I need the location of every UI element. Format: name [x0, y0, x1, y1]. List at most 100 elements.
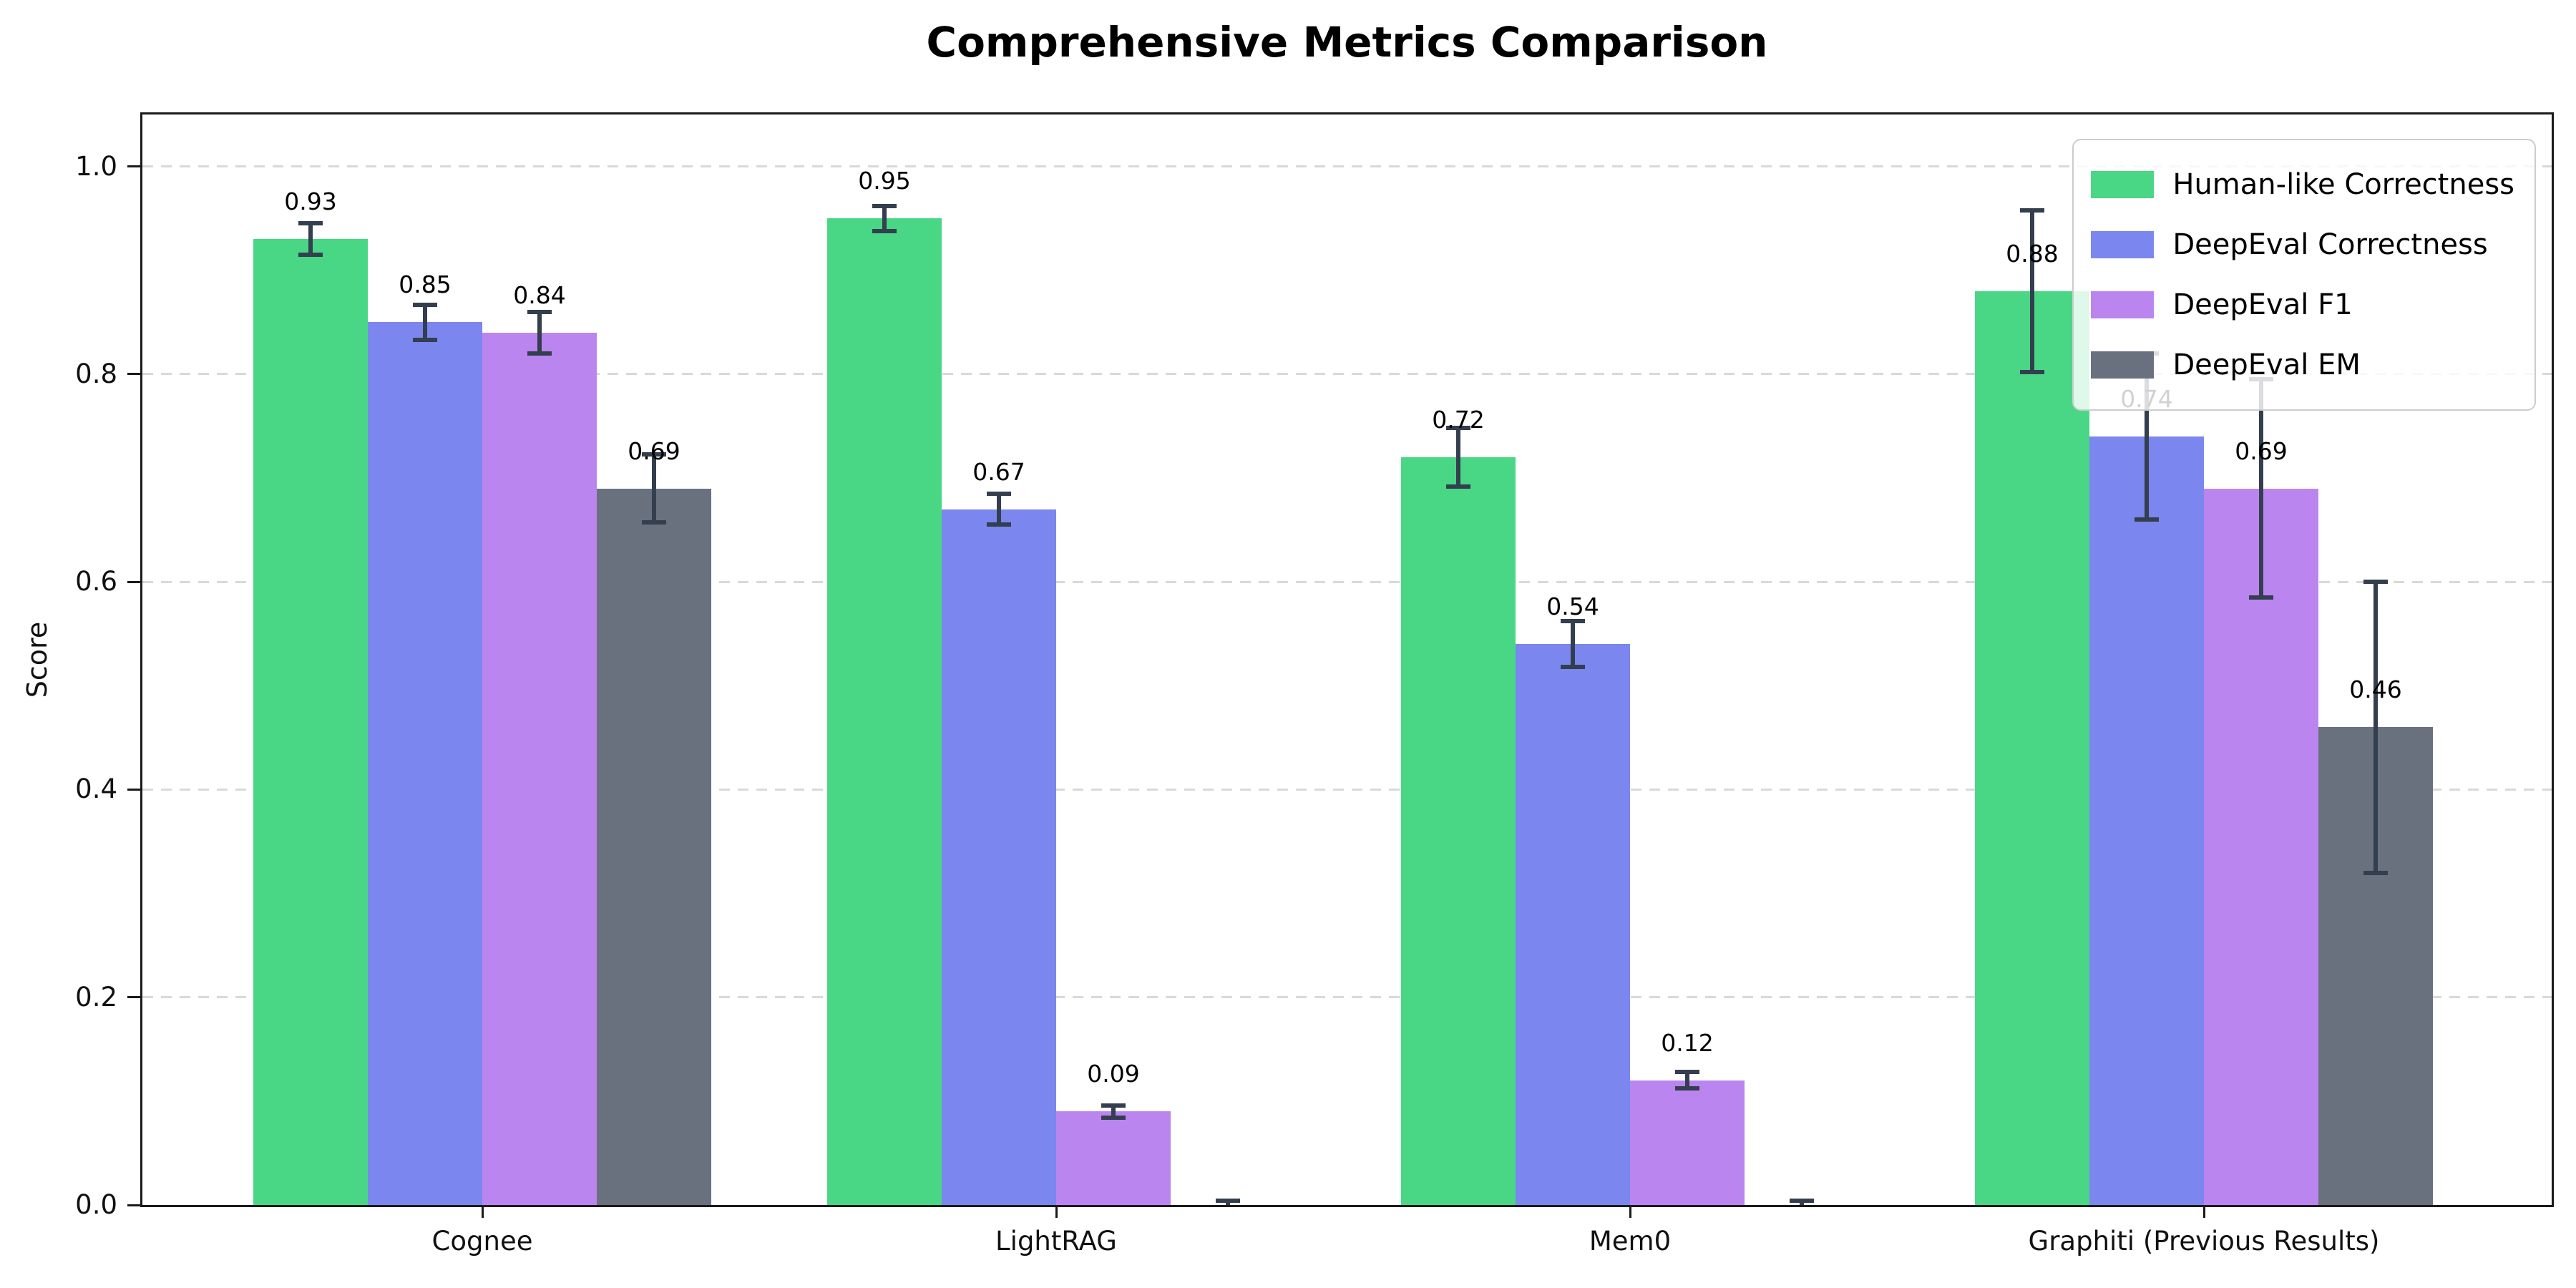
bar-value-label: 0.67: [972, 457, 1025, 486]
bar-value-label: 0.85: [399, 270, 452, 299]
y-tick-mark: [127, 580, 140, 583]
error-bar-cap-top: [413, 302, 437, 307]
bar-value-label: 0.69: [2235, 436, 2288, 465]
y-tick-mark: [127, 996, 140, 999]
error-bar-cap-bottom: [2020, 369, 2044, 374]
bar-value-label: 0.93: [284, 187, 337, 216]
error-bar-line: [2145, 353, 2149, 520]
y-tick-mark: [127, 373, 140, 376]
x-tick-mark: [481, 1205, 484, 1218]
bar: [1516, 644, 1630, 1205]
bar: [597, 488, 711, 1205]
error-bar-line: [882, 205, 887, 231]
bar-value-label: 0.95: [858, 167, 911, 195]
bar: [942, 509, 1056, 1205]
error-bar-cap-bottom: [1101, 1116, 1126, 1121]
error-bar-cap-top: [2363, 580, 2388, 585]
error-bar-line: [2373, 582, 2378, 873]
legend-item: DeepEval F1: [2091, 275, 2514, 335]
gridline: [142, 580, 2552, 583]
error-bar-line: [537, 311, 542, 353]
gridline: [142, 373, 2552, 376]
error-bar-cap-bottom: [872, 228, 897, 233]
bar-value-label: 0.54: [1546, 592, 1599, 621]
error-bar-line: [1111, 1105, 1116, 1118]
error-bar-line: [308, 223, 313, 255]
error-bar-line: [1456, 428, 1460, 487]
error-bar-cap-bottom: [298, 252, 323, 257]
bar-value-label: 0.84: [513, 280, 566, 309]
y-tick-label: 0.2: [75, 981, 117, 1013]
y-tick-label: 0.6: [75, 566, 117, 597]
error-bar-cap-bottom: [2249, 595, 2273, 600]
bar: [368, 322, 482, 1205]
error-bar-cap-top: [298, 221, 323, 226]
bar: [253, 239, 368, 1205]
bar: [2089, 436, 2204, 1205]
y-axis-title: Score: [21, 621, 53, 698]
bar: [1401, 457, 1516, 1205]
legend-swatch: [2091, 171, 2155, 198]
error-bar-line: [997, 493, 1001, 525]
bar: [2204, 488, 2318, 1205]
legend: Human-like Correctness DeepEval Correctne…: [2072, 139, 2536, 411]
error-bar-cap-bottom: [413, 337, 437, 342]
x-tick-mark: [2202, 1205, 2205, 1218]
chart-title: Comprehensive Metrics Comparison: [926, 18, 1768, 67]
legend-swatch: [2091, 231, 2155, 258]
bar-value-label: 0.72: [1432, 406, 1485, 434]
error-bar-cap-top: [1561, 619, 1585, 624]
bar: [827, 218, 942, 1205]
error-bar-cap-bottom: [987, 522, 1011, 527]
gridline: [142, 788, 2552, 791]
error-bar-cap-bottom: [1446, 484, 1470, 489]
error-bar-cap-top: [527, 309, 552, 314]
legend-swatch: [2091, 351, 2155, 379]
legend-item: DeepEval Correctness: [2091, 215, 2514, 275]
y-tick-label: 0.8: [75, 358, 117, 389]
x-tick-label: LightRAG: [995, 1226, 1117, 1257]
plot-area: 0.930.950.720.880.850.670.540.740.840.09…: [75, 112, 2554, 1257]
x-tick-label: Cognee: [431, 1226, 533, 1257]
error-bar-cap-bottom: [2363, 870, 2388, 875]
error-bar-line: [1571, 621, 1575, 668]
bar-value-label: 0.88: [2006, 239, 2059, 268]
legend-swatch: [2091, 291, 2155, 318]
bar: [1056, 1111, 1171, 1205]
error-bar-line: [1685, 1072, 1689, 1089]
error-bar-line: [423, 304, 427, 340]
bar: [1975, 291, 2089, 1205]
bar-value-label: 0.09: [1087, 1060, 1140, 1088]
error-bar-cap-top: [1790, 1199, 1814, 1204]
error-bar-cap-top: [987, 491, 1011, 496]
x-tick-label: Graphiti (Previous Results): [2028, 1226, 2380, 1257]
error-bar-cap-top: [2020, 208, 2044, 213]
legend-item-label: DeepEval F1: [2172, 288, 2353, 321]
error-bar-line: [2259, 379, 2263, 597]
legend-item-label: Human-like Correctness: [2172, 168, 2514, 201]
error-bar-cap-top: [872, 203, 897, 208]
error-bar-cap-bottom: [527, 351, 552, 356]
y-tick-mark: [127, 1204, 140, 1206]
bar-value-label: 0.12: [1661, 1028, 1714, 1057]
y-tick-mark: [127, 788, 140, 791]
y-tick-mark: [127, 165, 140, 168]
gridline: [142, 165, 2552, 168]
error-bar-cap-top: [1101, 1103, 1126, 1108]
bar-value-label: 0.46: [2349, 675, 2402, 704]
error-bar-cap-bottom: [1561, 665, 1585, 670]
error-bar-line: [2030, 210, 2034, 372]
error-bar-cap-top: [1216, 1199, 1240, 1204]
y-tick-label: 0.4: [75, 774, 117, 805]
y-tick-label: 0.0: [75, 1189, 117, 1220]
y-tick-label: 1.0: [75, 150, 117, 182]
x-tick-label: Mem0: [1589, 1226, 1672, 1257]
legend-item: DeepEval EM: [2091, 335, 2514, 395]
error-bar-cap-bottom: [1675, 1086, 1699, 1091]
bar: [1630, 1080, 1745, 1205]
error-bar-cap-top: [1446, 426, 1470, 431]
error-bar-cap-bottom: [642, 520, 666, 525]
bar-value-label: 0.69: [628, 436, 680, 465]
error-bar-cap-bottom: [2135, 517, 2159, 522]
